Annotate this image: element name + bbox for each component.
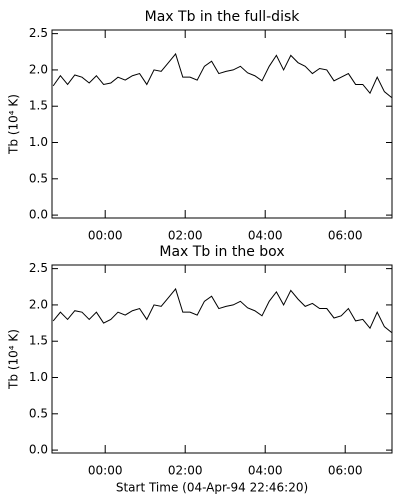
x-tick-label: 06:00 xyxy=(328,464,363,478)
y-tick-label: 0.0 xyxy=(29,208,48,222)
x-tick-label: 04:00 xyxy=(248,464,283,478)
data-line xyxy=(52,287,392,333)
x-axis-label: Start Time (04-Apr-94 22:46:20) xyxy=(116,481,308,495)
plot-frame xyxy=(51,264,393,454)
y-axis-label: Tb (10⁴ K) xyxy=(7,94,21,155)
y-tick-label: 0.5 xyxy=(29,171,48,185)
y-tick-label: 2.5 xyxy=(29,261,48,275)
data-line xyxy=(52,52,392,98)
x-tick-label: 00:00 xyxy=(88,464,123,478)
y-tick-label: 2.0 xyxy=(29,297,48,311)
y-tick-label: 0.5 xyxy=(29,406,48,420)
y-tick-label: 1.5 xyxy=(29,334,48,348)
x-tick-label: 00:00 xyxy=(88,229,123,243)
y-tick-label: 0.0 xyxy=(29,443,48,457)
panel-title: Max Tb in the box xyxy=(159,244,284,260)
y-tick-label: 2.0 xyxy=(29,62,48,76)
y-tick-label: 1.0 xyxy=(29,370,48,384)
y-tick-label: 1.5 xyxy=(29,99,48,113)
x-tick-label: 04:00 xyxy=(248,229,283,243)
x-tick-label: 06:00 xyxy=(328,229,363,243)
plot-frame xyxy=(51,29,393,219)
x-tick-label: 02:00 xyxy=(168,229,203,243)
x-tick-label: 02:00 xyxy=(168,464,203,478)
y-tick-label: 2.5 xyxy=(29,26,48,40)
y-axis-label: Tb (10⁴ K) xyxy=(7,329,21,390)
y-tick-label: 1.0 xyxy=(29,135,48,149)
panel-title: Max Tb in the full-disk xyxy=(145,9,301,25)
